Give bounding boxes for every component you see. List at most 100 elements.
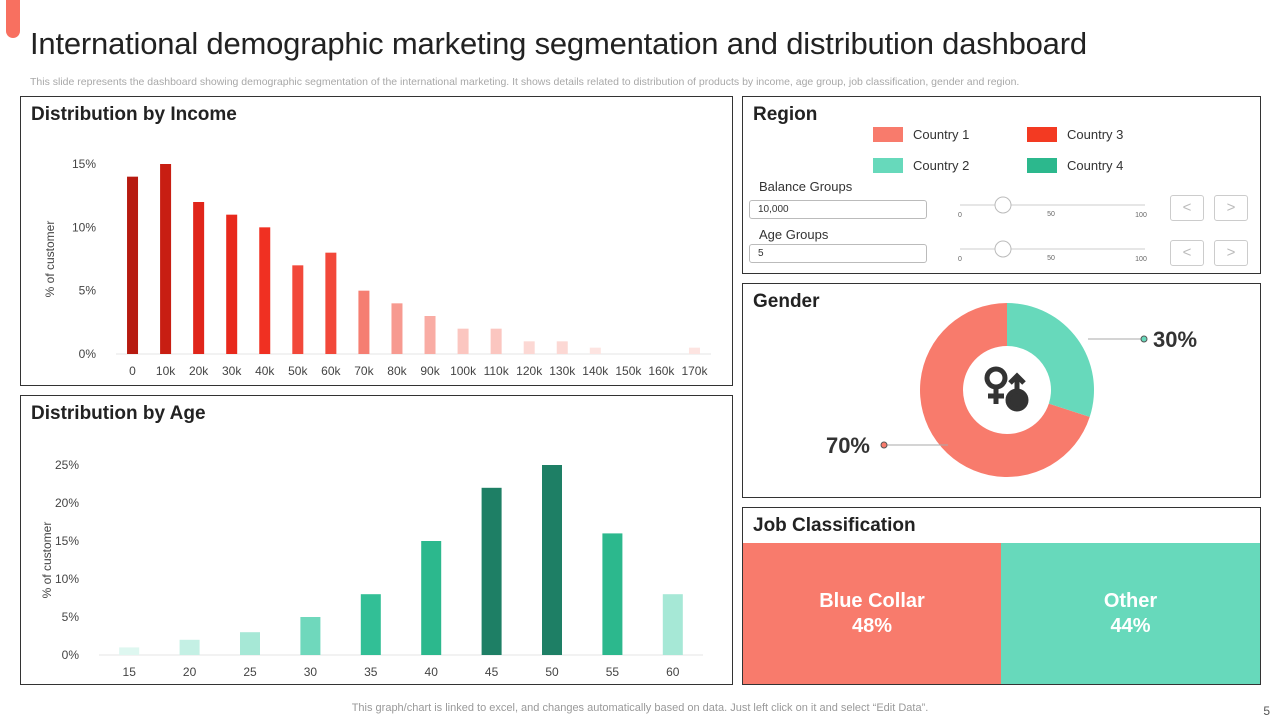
- slider-min-label: 0: [958, 256, 962, 263]
- x-tick-label: 100k: [450, 364, 477, 378]
- y-tick-label: 10%: [55, 572, 79, 586]
- gender-pct-label: 70%: [826, 433, 870, 458]
- x-tick-label: 30k: [222, 364, 242, 378]
- bar[interactable]: [240, 632, 260, 655]
- donut-slice[interactable]: [920, 303, 1090, 477]
- job-block-blue-collar[interactable]: Blue Collar 48%: [743, 543, 1001, 684]
- bar[interactable]: [421, 541, 442, 655]
- balance-groups-input[interactable]: 10,000: [749, 200, 927, 219]
- callout-dot: [880, 441, 888, 449]
- bar[interactable]: [292, 265, 304, 354]
- y-axis-label: % of customer: [43, 221, 57, 298]
- x-tick-label: 20k: [189, 364, 209, 378]
- x-tick-label: 50k: [288, 364, 308, 378]
- x-tick-label: 35: [364, 665, 378, 679]
- y-tick-label: 0%: [62, 648, 80, 662]
- legend-country-4[interactable]: Country 4: [1027, 158, 1123, 173]
- gender-panel[interactable]: Gender 30% 70%: [742, 283, 1261, 498]
- slider-max-label: 100: [1135, 256, 1147, 263]
- slider-min-label: 0: [958, 212, 962, 219]
- legend-swatch: [1027, 158, 1057, 173]
- bar[interactable]: [424, 316, 436, 354]
- job-block-name: Blue Collar: [819, 589, 925, 612]
- bar[interactable]: [602, 533, 623, 655]
- bar[interactable]: [523, 341, 535, 354]
- x-tick-label: 80k: [387, 364, 407, 378]
- x-tick-label: 150k: [615, 364, 642, 378]
- bar[interactable]: [119, 647, 140, 655]
- x-tick-label: 25: [243, 665, 257, 679]
- x-tick-label: 90k: [420, 364, 440, 378]
- bar[interactable]: [226, 214, 238, 354]
- legend-swatch: [873, 127, 903, 142]
- balance-groups-slider[interactable]: 0 50 100: [955, 195, 1155, 221]
- bar[interactable]: [457, 328, 469, 354]
- age-groups-slider[interactable]: 0 50 100: [955, 239, 1155, 265]
- balance-prev-button[interactable]: <: [1170, 195, 1204, 221]
- donut-slice[interactable]: [1007, 303, 1094, 417]
- chevron-left-icon: <: [1182, 244, 1192, 261]
- bar[interactable]: [358, 290, 370, 354]
- gender-pct-label: 30%: [1153, 327, 1197, 352]
- legend-country-1[interactable]: Country 1: [873, 127, 969, 142]
- x-tick-label: 30: [304, 665, 318, 679]
- age-panel-title: Distribution by Age: [31, 403, 206, 424]
- bar[interactable]: [481, 487, 502, 655]
- age-prev-button[interactable]: <: [1170, 240, 1204, 266]
- bar[interactable]: [556, 341, 568, 354]
- region-panel: Region Country 1 Country 3 Country 2 Cou…: [742, 96, 1261, 274]
- x-tick-label: 60k: [321, 364, 341, 378]
- x-tick-label: 0: [129, 364, 136, 378]
- age-groups-label: Age Groups: [759, 227, 829, 242]
- y-axis-label: % of customer: [40, 522, 54, 599]
- x-tick-label: 160k: [648, 364, 675, 378]
- bar[interactable]: [193, 202, 205, 354]
- job-block-name: Other: [1103, 589, 1158, 612]
- x-tick-label: 70k: [354, 364, 374, 378]
- bar[interactable]: [160, 164, 172, 354]
- income-panel[interactable]: Distribution by Income 0% 5% 10% 15% % of cu…: [20, 96, 733, 386]
- gender-symbols-icon: [984, 366, 1029, 412]
- bar[interactable]: [259, 227, 271, 354]
- balance-groups-label: Balance Groups: [759, 179, 853, 194]
- bar[interactable]: [127, 176, 139, 354]
- bar[interactable]: [391, 303, 403, 354]
- bar[interactable]: [360, 594, 381, 655]
- slider-mid-label: 50: [1047, 211, 1055, 218]
- x-tick-label: 110k: [484, 364, 510, 378]
- bar[interactable]: [325, 252, 337, 354]
- legend-label: Country 4: [1067, 158, 1124, 173]
- x-tick-label: 55: [606, 665, 620, 679]
- x-tick-label: 130k: [549, 364, 576, 378]
- legend-label: Country 1: [913, 127, 970, 142]
- x-tick-label: 20: [183, 665, 197, 679]
- age-panel[interactable]: Distribution by Age 0% 5% 10% 15% 20% 25% % of…: [20, 395, 733, 685]
- slider-handle[interactable]: [994, 240, 1012, 258]
- income-bar-chart[interactable]: 0% 5% 10% 15% % of customer 0 10k 20k 30k 40k 50k 6…: [21, 97, 732, 385]
- age-bar-chart[interactable]: 0% 5% 10% 15% 20% 25% % of customer 15 20 25 30 35 4…: [21, 396, 732, 684]
- bar[interactable]: [542, 465, 562, 655]
- y-tick-label: 5%: [62, 610, 80, 624]
- x-tick-label: 40: [425, 665, 439, 679]
- age-groups-input[interactable]: 5: [749, 244, 927, 263]
- legend-country-2[interactable]: Country 2: [873, 158, 969, 173]
- x-tick-label: 60: [666, 665, 680, 679]
- balance-next-button[interactable]: >: [1214, 195, 1248, 221]
- x-tick-label: 120k: [516, 364, 543, 378]
- legend-country-3[interactable]: Country 3: [1027, 127, 1123, 142]
- bar[interactable]: [300, 617, 321, 655]
- bar[interactable]: [688, 347, 700, 354]
- chevron-right-icon: >: [1226, 199, 1236, 216]
- income-panel-title: Distribution by Income: [31, 104, 237, 125]
- callout-dot: [1140, 335, 1148, 343]
- bar[interactable]: [662, 594, 683, 655]
- bar[interactable]: [589, 347, 601, 354]
- page-title: International demographic marketing segm…: [30, 26, 1087, 61]
- bar[interactable]: [179, 639, 200, 655]
- age-next-button[interactable]: >: [1214, 240, 1248, 266]
- bar[interactable]: [490, 328, 502, 354]
- slider-handle[interactable]: [994, 196, 1012, 214]
- x-tick-label: 170k: [681, 364, 708, 378]
- gender-donut-chart[interactable]: 30% 70%: [743, 284, 1260, 497]
- job-block-other[interactable]: Other 44%: [1001, 543, 1260, 684]
